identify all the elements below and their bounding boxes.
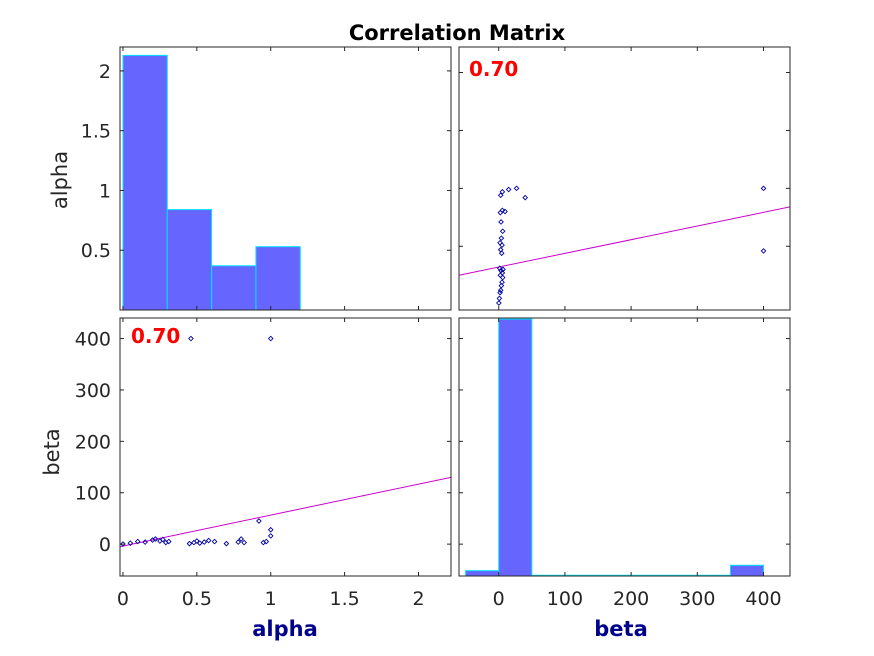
alpha-beta-xtick-label: 2 <box>412 588 424 610</box>
beta-alpha-point <box>497 246 504 253</box>
alpha-hist-ytick-label: 0.5 <box>81 240 111 262</box>
alpha-beta-point <box>142 539 148 545</box>
alpha-hist-bar <box>211 265 257 311</box>
beta-alpha-point <box>496 295 503 302</box>
alpha-beta-point <box>196 540 203 546</box>
beta-alpha-point <box>497 239 503 246</box>
alpha-beta-xtick-label: 1 <box>265 588 277 610</box>
alpha-vs-beta-scatter-panel: 0 0.5 1 1.5 2 0 100 200 300 400 <box>75 317 452 610</box>
alpha-beta-ytick-label: 200 <box>75 431 111 453</box>
alpha-vs-beta-frame <box>119 317 452 577</box>
alpha-hist-ytick-label: 2 <box>99 61 111 83</box>
alpha-beta-point <box>165 538 172 545</box>
beta-hist-bar <box>729 564 765 577</box>
alpha-beta-point <box>127 540 134 546</box>
alpha-beta-ytick-label: 300 <box>75 380 111 402</box>
beta-vs-alpha-frame <box>458 46 791 311</box>
alpha-beta-ytick-label: 0 <box>99 534 111 556</box>
beta-hist-xtick-label: 100 <box>547 588 583 610</box>
alpha-beta-xtick-label: 0.5 <box>182 588 212 610</box>
y-axis-label-beta: beta <box>40 428 64 475</box>
beta-alpha-point <box>496 265 503 272</box>
beta-alpha-point <box>496 300 502 306</box>
alpha-beta-point <box>120 541 126 547</box>
beta-alpha-point <box>499 228 506 235</box>
alpha-beta-point <box>267 533 274 539</box>
alpha-beta-xtick-label: 1.5 <box>329 588 359 610</box>
x-variable-label-beta: beta <box>594 617 647 641</box>
alpha-hist-bar <box>166 209 213 311</box>
beta-alpha-point <box>499 188 506 195</box>
alpha-beta-point <box>152 536 159 542</box>
beta-alpha-point <box>499 279 505 286</box>
beta-alpha-fit-line <box>459 206 790 276</box>
alpha-beta-point <box>223 540 230 547</box>
x-variable-label-alpha: alpha <box>252 617 318 641</box>
beta-histogram-panel: 0 100 200 300 400 <box>458 317 791 610</box>
beta-alpha-point <box>502 208 508 215</box>
y-axis-label-alpha: alpha <box>48 151 72 209</box>
alpha-hist-bar <box>255 246 301 311</box>
alpha-beta-point <box>201 539 208 545</box>
alpha-vs-beta-frame <box>119 317 452 577</box>
beta-alpha-point <box>498 235 505 242</box>
alpha-hist-ytick-label: 1.5 <box>81 121 111 143</box>
alpha-beta-point <box>205 537 212 544</box>
alpha-beta-point <box>211 538 218 545</box>
alpha-beta-fit-line <box>120 476 451 548</box>
alpha-beta-point <box>267 526 274 533</box>
beta-hist-bar <box>465 570 500 577</box>
beta-histogram-frame <box>458 317 791 577</box>
beta-alpha-plot-area <box>459 185 790 306</box>
beta-alpha-point <box>760 248 767 254</box>
beta-alpha-point <box>497 287 504 294</box>
beta-alpha-point <box>760 185 767 192</box>
alpha-beta-point <box>256 518 262 524</box>
beta-alpha-point <box>497 192 504 199</box>
alpha-beta-plot-area <box>120 335 451 548</box>
alpha-beta-point <box>238 536 245 542</box>
beta-alpha-point <box>498 250 505 257</box>
alpha-beta-ytick-label: 100 <box>75 483 111 505</box>
beta-hist-xtick-label: 0 <box>493 588 505 610</box>
beta-hist-xtick-label: 400 <box>745 588 781 610</box>
chart-title: Correlation Matrix <box>349 21 566 45</box>
beta-hist-bar <box>498 318 533 577</box>
alpha-histogram-panel: 0.5 1 1.5 2 <box>81 46 452 311</box>
alpha-beta-point <box>188 335 194 342</box>
correlation-label-bottom: 0.70 <box>131 324 180 348</box>
alpha-histogram-frame <box>119 46 452 311</box>
beta-hist-xtick-label: 200 <box>613 588 649 610</box>
beta-alpha-point <box>498 219 504 225</box>
alpha-beta-point <box>194 538 200 544</box>
alpha-beta-point <box>134 538 141 545</box>
alpha-beta-point <box>267 335 274 342</box>
beta-vs-alpha-frame <box>458 46 791 311</box>
alpha-hist-ytick-label: 1 <box>99 180 111 202</box>
alpha-beta-point <box>235 539 242 545</box>
beta-alpha-point <box>522 194 529 201</box>
beta-vs-alpha-scatter-panel <box>458 46 791 311</box>
alpha-hist-bar <box>122 54 168 311</box>
alpha-beta-point <box>241 539 247 546</box>
beta-hist-xtick-label: 300 <box>679 588 715 610</box>
correlation-label-top: 0.70 <box>469 57 518 81</box>
alpha-beta-ytick-label: 400 <box>75 329 111 351</box>
beta-alpha-point <box>513 185 520 192</box>
alpha-beta-point <box>160 536 166 543</box>
alpha-beta-xtick-label: 0 <box>117 588 129 610</box>
beta-alpha-point <box>498 282 505 289</box>
beta-alpha-point <box>499 207 506 214</box>
beta-alpha-point <box>505 186 512 193</box>
alpha-beta-point <box>263 538 270 545</box>
alpha-beta-point <box>186 540 193 547</box>
